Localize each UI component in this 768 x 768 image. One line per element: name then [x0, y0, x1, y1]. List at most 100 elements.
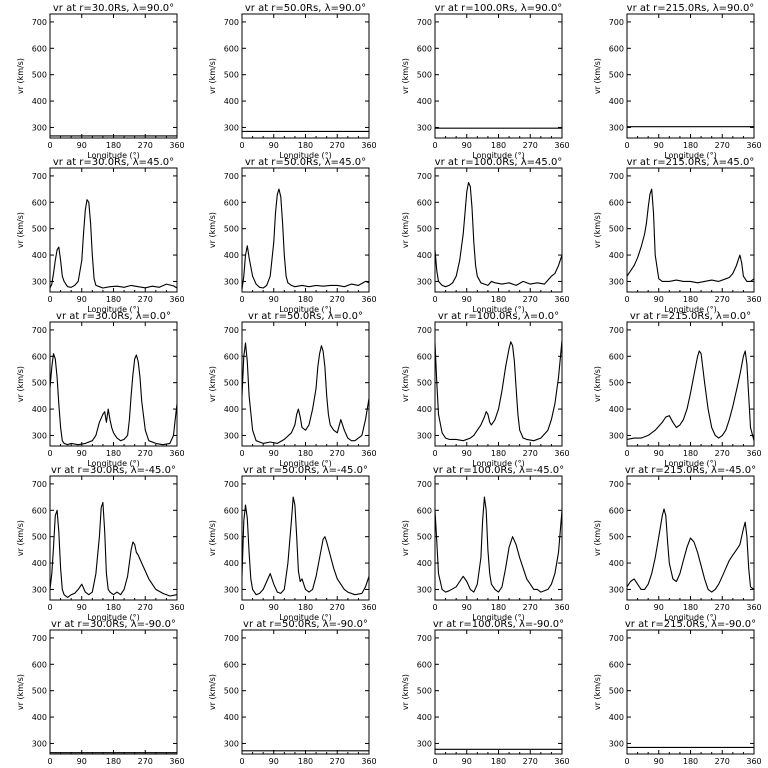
y-tick-label: 300	[224, 585, 239, 594]
x-tick-label: 0	[624, 603, 629, 612]
y-tick-label: 700	[609, 172, 624, 181]
panel-title: vr at r=100.0Rs, λ=-90.0°	[433, 619, 564, 630]
y-tick-label: 700	[609, 326, 624, 335]
x-tick-label: 90	[77, 603, 87, 612]
x-tick-label: 90	[269, 141, 279, 150]
x-tick-label: 360	[361, 449, 376, 458]
x-axis-label: Longitude (°)	[664, 151, 717, 160]
panel-8: vr at r=215.0Rs, λ=45.0° 0 90 180 270 360 300 4…	[593, 157, 762, 314]
y-axis-label: vr (km/s)	[16, 520, 25, 556]
panel-title: vr at r=50.0Rs, λ=-90.0°	[243, 619, 368, 630]
y-tick-label: 400	[32, 713, 47, 722]
x-tick-label: 180	[683, 141, 698, 150]
y-axis-label: vr (km/s)	[208, 58, 217, 94]
y-tick-label: 300	[224, 277, 239, 286]
x-tick-label: 90	[654, 603, 664, 612]
x-tick-label: 180	[491, 757, 506, 766]
x-tick-label: 180	[683, 295, 698, 304]
x-tick-label: 180	[491, 449, 506, 458]
x-tick-label: 270	[330, 449, 345, 458]
x-tick-label: 180	[298, 449, 313, 458]
y-tick-label: 500	[32, 533, 47, 542]
x-tick-label: 90	[462, 295, 472, 304]
y-tick-label: 600	[417, 506, 432, 515]
x-tick-label: 90	[269, 449, 279, 458]
y-tick-label: 600	[32, 506, 47, 515]
x-tick-label: 180	[106, 141, 121, 150]
x-tick-label: 180	[683, 603, 698, 612]
y-tick-label: 400	[224, 251, 239, 260]
x-tick-label: 180	[298, 603, 313, 612]
x-tick-label: 360	[746, 141, 761, 150]
y-tick-label: 300	[32, 739, 47, 748]
y-tick-label: 300	[417, 431, 432, 440]
x-tick-label: 0	[47, 757, 52, 766]
x-tick-label: 0	[47, 141, 52, 150]
y-tick-label: 500	[609, 533, 624, 542]
x-tick-label: 0	[239, 757, 244, 766]
x-tick-label: 180	[106, 449, 121, 458]
x-tick-label: 0	[239, 295, 244, 304]
y-tick-label: 500	[32, 379, 47, 388]
x-tick-label: 360	[746, 757, 761, 766]
panel-1: vr at r=30.0Rs, λ=90.0° 0 90 180 270 360 300 40…	[16, 3, 185, 160]
series-line	[434, 496, 563, 593]
panel-title: vr at r=30.0Rs, λ=90.0°	[53, 3, 174, 14]
y-tick-label: 400	[224, 97, 239, 106]
y-tick-label: 400	[417, 251, 432, 260]
y-axis-label: vr (km/s)	[208, 520, 217, 556]
series-line	[626, 508, 755, 593]
y-tick-label: 600	[224, 660, 239, 669]
panel-20: vr at r=215.0Rs, λ=-90.0° 0 90 180 270 360 300…	[593, 619, 762, 768]
series-line	[434, 340, 563, 442]
x-tick-label: 270	[138, 757, 153, 766]
panel-title: vr at r=100.0Rs, λ=90.0°	[435, 3, 563, 14]
y-axis-label: vr (km/s)	[593, 674, 602, 710]
y-tick-label: 700	[32, 18, 47, 27]
y-tick-label: 300	[32, 123, 47, 132]
x-tick-label: 180	[298, 757, 313, 766]
panel-title: vr at r=30.0Rs, λ=0.0°	[56, 311, 171, 322]
y-tick-label: 400	[224, 405, 239, 414]
x-tick-label: 270	[715, 295, 730, 304]
x-tick-label: 90	[77, 141, 87, 150]
y-tick-label: 700	[224, 18, 239, 27]
x-tick-label: 180	[106, 757, 121, 766]
y-tick-label: 400	[609, 97, 624, 106]
x-tick-label: 0	[432, 141, 437, 150]
panel-11: vr at r=100.0Rs, λ=0.0° 0 90 180 270 360 300 40…	[401, 311, 570, 468]
x-tick-label: 270	[330, 757, 345, 766]
y-tick-label: 300	[417, 585, 432, 594]
y-tick-label: 300	[417, 123, 432, 132]
x-tick-label: 360	[361, 603, 376, 612]
y-tick-label: 600	[417, 660, 432, 669]
x-tick-label: 0	[432, 603, 437, 612]
y-tick-label: 400	[224, 713, 239, 722]
y-axis-label: vr (km/s)	[593, 366, 602, 402]
panel-12: vr at r=215.0Rs, λ=0.0° 0 90 180 270 360 300 40…	[593, 311, 762, 468]
y-tick-label: 500	[417, 379, 432, 388]
y-tick-label: 600	[224, 506, 239, 515]
x-tick-label: 270	[138, 141, 153, 150]
y-axis-label: vr (km/s)	[401, 58, 410, 94]
y-axis-label: vr (km/s)	[401, 366, 410, 402]
y-tick-label: 300	[224, 739, 239, 748]
x-tick-label: 360	[169, 295, 184, 304]
panel-2: vr at r=50.0Rs, λ=90.0° 0 90 180 270 360 300 40…	[208, 3, 377, 160]
x-tick-label: 90	[654, 449, 664, 458]
series-line	[49, 353, 178, 446]
panel-title: vr at r=30.0Rs, λ=45.0°	[53, 157, 174, 168]
x-tick-label: 90	[77, 295, 87, 304]
y-tick-label: 400	[32, 559, 47, 568]
x-tick-label: 270	[715, 449, 730, 458]
x-tick-label: 270	[330, 603, 345, 612]
x-tick-label: 0	[624, 141, 629, 150]
x-axis-label: Longitude (°)	[87, 613, 140, 622]
panel-18: vr at r=50.0Rs, λ=-90.0° 0 90 180 270 360 300 4…	[208, 619, 377, 768]
series-line	[49, 501, 178, 598]
y-tick-label: 700	[32, 480, 47, 489]
x-tick-label: 270	[523, 603, 538, 612]
x-tick-label: 270	[330, 141, 345, 150]
y-axis-label: vr (km/s)	[401, 212, 410, 248]
panel-title: vr at r=50.0Rs, λ=-45.0°	[243, 465, 368, 476]
